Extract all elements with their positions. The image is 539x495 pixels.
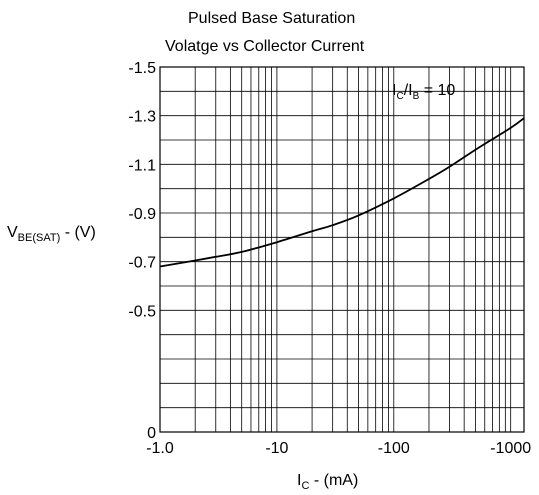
y-tick-label: 0 bbox=[147, 425, 156, 442]
y-tick-label: -1.1 bbox=[128, 157, 156, 174]
y-tick-label: -0.9 bbox=[128, 206, 156, 223]
x-tick-label: -100 bbox=[378, 440, 410, 457]
y-axis-label: VBE(SAT) - (V) bbox=[7, 224, 96, 244]
y-tick-label: -0.5 bbox=[128, 303, 156, 320]
chart-title-line-2: Volatge vs Collector Current bbox=[165, 38, 365, 55]
curve-annotation: IC/IB = 10 bbox=[392, 82, 455, 102]
x-tick-label: -1.0 bbox=[146, 440, 174, 457]
chart-grid bbox=[160, 67, 524, 432]
y-tick-label: -1.3 bbox=[128, 109, 156, 126]
x-tick-label: -1000 bbox=[490, 440, 531, 457]
plot-frame bbox=[160, 67, 524, 432]
x-axis-label: IC - (mA) bbox=[297, 472, 358, 492]
y-tick-label: -0.7 bbox=[128, 255, 156, 272]
tick-label-layer: -1.0 -10 -100 -1000 0 -0.5 -0.7 -0.9 -1.1 -1.3 -1.… bbox=[128, 60, 531, 457]
y-tick-label: -1.5 bbox=[128, 60, 156, 77]
x-tick-label: -10 bbox=[265, 440, 288, 457]
chart-title-line-1: Pulsed Base Saturation bbox=[188, 10, 355, 27]
